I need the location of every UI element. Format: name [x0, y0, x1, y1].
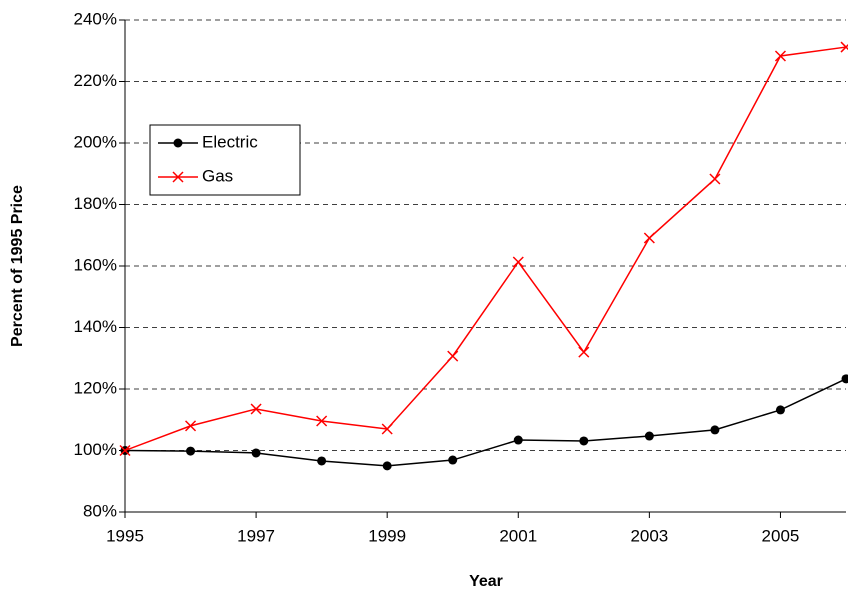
y-tick-label: 160%	[74, 255, 117, 274]
marker	[251, 448, 261, 458]
x-tick-label: 2003	[630, 526, 668, 545]
x-tick-label: 2001	[499, 526, 537, 545]
marker	[513, 435, 523, 445]
x-tick-label: 1995	[106, 526, 144, 545]
marker	[119, 444, 131, 457]
marker	[447, 350, 459, 362]
marker	[512, 256, 524, 268]
marker	[709, 173, 721, 185]
y-tick-label: 100%	[74, 440, 117, 459]
marker	[644, 431, 654, 441]
legend-marker	[172, 171, 184, 183]
y-tick-label: 120%	[74, 378, 117, 397]
marker	[316, 415, 328, 427]
marker	[317, 456, 327, 466]
marker	[185, 420, 197, 432]
legend-label: Electric	[202, 132, 258, 151]
marker	[578, 346, 590, 358]
series-line	[124, 46, 847, 452]
x-tick-label: 1999	[368, 526, 406, 545]
marker	[643, 232, 655, 244]
series-line	[124, 378, 847, 467]
legend-box	[149, 124, 301, 196]
marker	[381, 423, 393, 435]
y-tick-label: 140%	[74, 317, 117, 336]
marker	[250, 403, 262, 415]
marker	[448, 455, 458, 465]
legend-label: Gas	[202, 166, 233, 185]
y-tick-label: 240%	[74, 9, 117, 28]
x-tick-label: 1997	[237, 526, 275, 545]
x-tick-label: 2005	[762, 526, 800, 545]
y-tick-label: 220%	[74, 71, 117, 90]
marker	[710, 425, 720, 435]
x-axis-title: Year	[469, 573, 503, 590]
marker	[775, 405, 785, 415]
marker	[186, 446, 196, 456]
y-axis-title: Percent of 1995 Price	[9, 185, 26, 347]
marker	[840, 41, 848, 53]
y-tick-label: 200%	[74, 132, 117, 151]
legend-marker	[173, 138, 183, 148]
marker	[774, 50, 786, 62]
y-tick-label: 80%	[83, 501, 117, 520]
y-tick-label: 180%	[74, 194, 117, 213]
marker	[841, 374, 848, 384]
marker	[579, 436, 589, 446]
marker	[382, 461, 392, 471]
